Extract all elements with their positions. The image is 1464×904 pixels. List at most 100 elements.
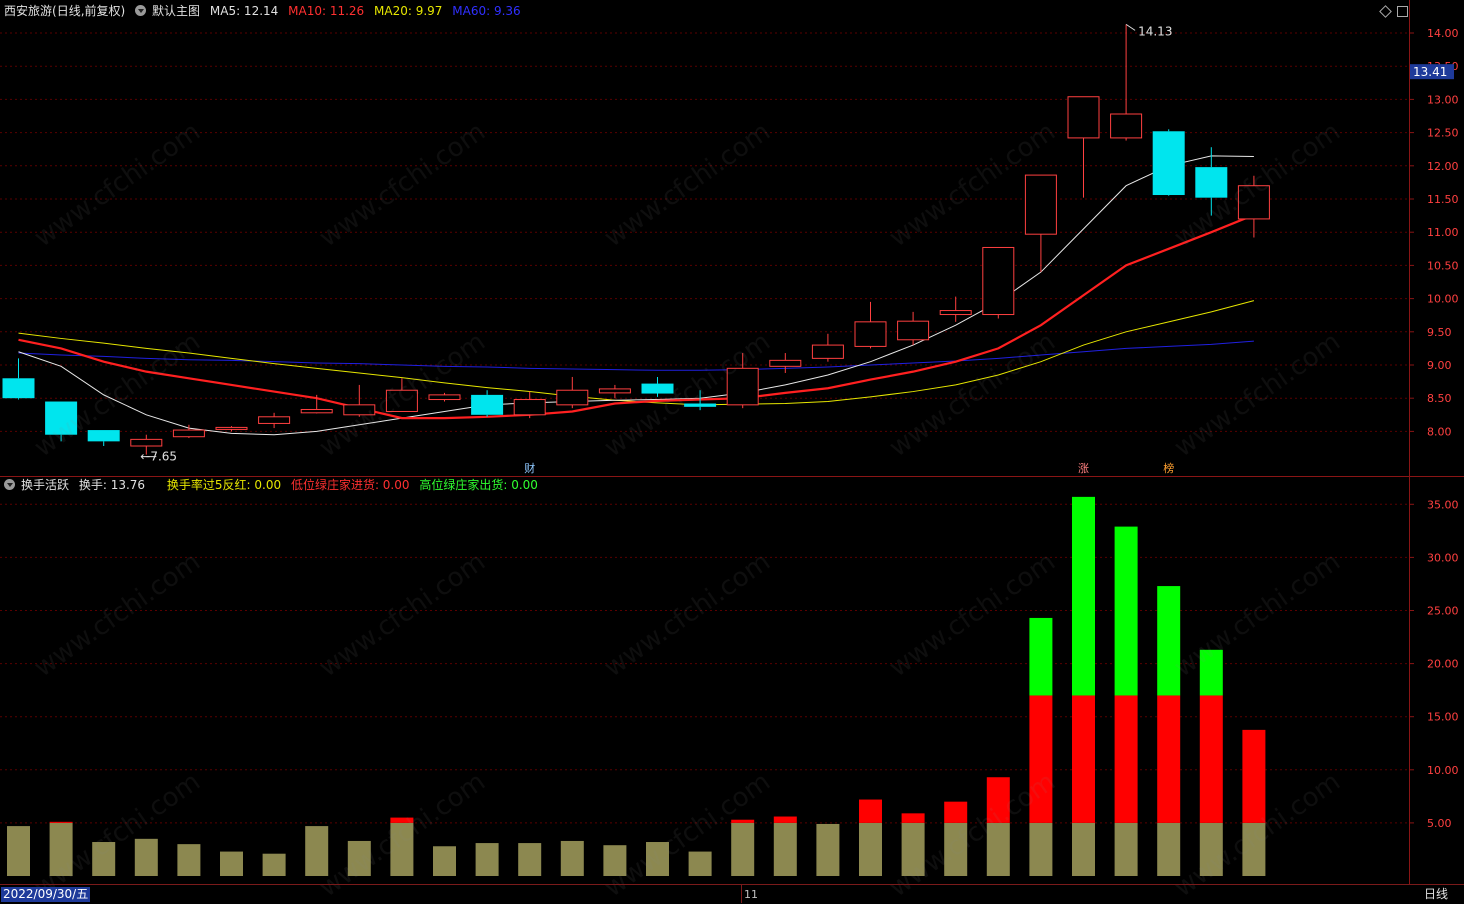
- volume-bar[interactable]: [92, 842, 116, 876]
- volume-bar-base: [305, 826, 329, 876]
- candle-body: [897, 320, 930, 341]
- candle-body: [172, 429, 205, 438]
- current-price-badge[interactable]: [1410, 64, 1454, 80]
- candle[interactable]: [87, 430, 120, 447]
- candle[interactable]: [726, 353, 759, 409]
- candle[interactable]: [1110, 24, 1143, 141]
- volume-bar-green: [1072, 496, 1095, 696]
- volume-bar[interactable]: [859, 799, 882, 876]
- volume-bar-base: [390, 822, 414, 876]
- candle[interactable]: [513, 391, 546, 419]
- volume-bar-base: [603, 845, 627, 876]
- candle-body: [2, 378, 35, 399]
- volume-bar[interactable]: [220, 851, 243, 876]
- volume-bar[interactable]: [262, 853, 286, 876]
- volume-bar[interactable]: [433, 846, 456, 876]
- ma60-label: MA60: 9.36: [452, 4, 521, 18]
- volume-bar[interactable]: [1029, 617, 1053, 876]
- period-button[interactable]: 日线: [1424, 887, 1449, 901]
- volume-bar[interactable]: [390, 817, 414, 876]
- candle[interactable]: [130, 434, 163, 455]
- volume-bar-red: [390, 817, 414, 823]
- candle[interactable]: [641, 376, 674, 397]
- volume-bar[interactable]: [518, 843, 542, 876]
- template-label[interactable]: 默认主图: [152, 4, 201, 18]
- volume-bar[interactable]: [816, 823, 840, 876]
- indicator-line1: 换手率过5反红: 0.00: [166, 478, 282, 492]
- indicator-name[interactable]: 换手活跃: [21, 478, 70, 492]
- candle-body: [300, 408, 333, 414]
- volume-bar-base: [731, 822, 755, 876]
- candle[interactable]: [385, 378, 418, 412]
- candle[interactable]: [215, 426, 248, 432]
- volume-bar-base: [347, 840, 371, 876]
- volume-bar-red: [1072, 695, 1095, 823]
- candle[interactable]: [45, 401, 78, 442]
- volume-bar[interactable]: [646, 842, 669, 876]
- volume-bar[interactable]: [49, 821, 73, 876]
- volume-bar[interactable]: [603, 845, 627, 876]
- candle-body: [1024, 174, 1057, 235]
- cursor-date-box[interactable]: 2022/09/30/五: [1, 887, 91, 902]
- volume-bar-base: [433, 846, 456, 876]
- indicator-dropdown-icon[interactable]: [4, 479, 15, 490]
- volume-bar-base: [92, 842, 116, 876]
- candle[interactable]: [1067, 96, 1100, 198]
- volume-bar[interactable]: [901, 813, 925, 876]
- volume-bar[interactable]: [1114, 526, 1138, 876]
- volume-bar[interactable]: [986, 777, 1010, 876]
- candle[interactable]: [1152, 129, 1185, 196]
- volume-bar[interactable]: [7, 826, 30, 876]
- volume-bar[interactable]: [347, 840, 371, 876]
- volume-bar[interactable]: [560, 840, 584, 876]
- volume-bar-red: [944, 801, 968, 823]
- window-toggle-icon[interactable]: [1397, 6, 1408, 17]
- volume-bar[interactable]: [1157, 586, 1181, 876]
- price-tick-label: 9.50: [1427, 326, 1452, 339]
- candle[interactable]: [939, 296, 972, 322]
- volume-bar[interactable]: [731, 819, 755, 876]
- candle[interactable]: [556, 376, 589, 409]
- candle[interactable]: [1024, 174, 1057, 273]
- event-marker[interactable]: 涨: [1078, 462, 1089, 475]
- ma5-label: MA5: 12.14: [209, 4, 279, 18]
- candle[interactable]: [1195, 147, 1228, 216]
- candle[interactable]: [2, 358, 35, 400]
- candle[interactable]: [300, 394, 333, 414]
- stock-name[interactable]: 西安旅游: [4, 4, 53, 18]
- event-marker[interactable]: 财: [524, 461, 535, 475]
- candle[interactable]: [598, 384, 631, 399]
- volume-bar[interactable]: [773, 816, 797, 876]
- volume-bar[interactable]: [1242, 729, 1266, 876]
- volume-bar[interactable]: [475, 843, 499, 876]
- volume-bar[interactable]: [305, 826, 329, 876]
- volume-bar-base: [1114, 822, 1138, 876]
- candle[interactable]: [471, 390, 504, 417]
- candle[interactable]: [897, 311, 930, 346]
- month-label: 11: [744, 888, 758, 901]
- candle[interactable]: [854, 301, 887, 349]
- candle[interactable]: [769, 353, 802, 373]
- volume-bar[interactable]: [177, 844, 201, 876]
- template-dropdown-icon[interactable]: [135, 5, 147, 16]
- candle[interactable]: [982, 246, 1015, 319]
- candle-body: [258, 416, 291, 424]
- event-marker[interactable]: 榜: [1163, 461, 1174, 475]
- candle[interactable]: [684, 390, 717, 411]
- candle[interactable]: [811, 333, 844, 362]
- candle[interactable]: [258, 412, 291, 429]
- volume-bar[interactable]: [134, 838, 158, 876]
- volume-bar[interactable]: [1199, 649, 1223, 876]
- volume-bar[interactable]: [944, 801, 968, 876]
- volume-bar[interactable]: [1072, 496, 1095, 876]
- bottom-time-bar: 2022/09/30/五 11 日线: [0, 884, 1464, 904]
- volume-bar[interactable]: [688, 851, 712, 876]
- main-chart-header: 西安旅游(日线,前复权) 默认主图 MA5: 12.14 MA10: 11.26…: [4, 1, 527, 21]
- candle[interactable]: [343, 384, 376, 417]
- candle[interactable]: [1237, 175, 1270, 238]
- candle[interactable]: [172, 424, 205, 439]
- volume-bar-green: [1114, 526, 1138, 696]
- candle[interactable]: [428, 392, 461, 402]
